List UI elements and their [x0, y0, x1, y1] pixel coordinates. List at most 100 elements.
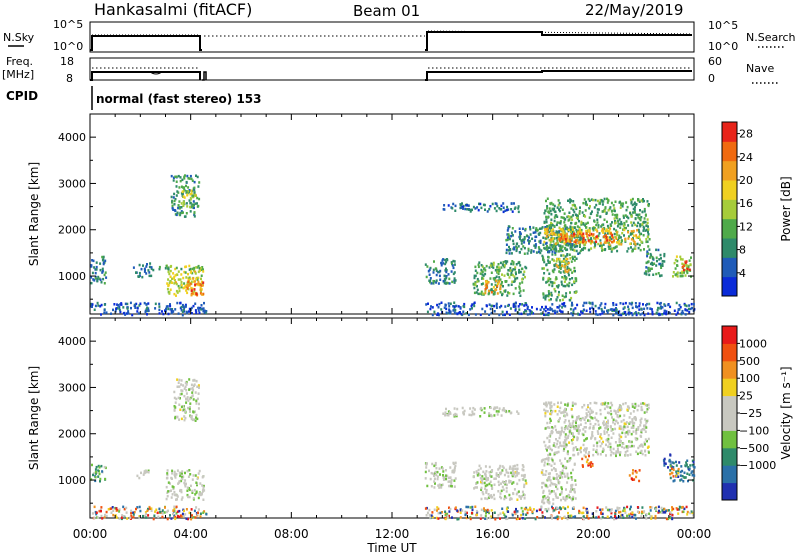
range-cell	[606, 224, 609, 228]
range-cell	[619, 510, 622, 514]
range-cell	[609, 448, 612, 451]
range-cell	[581, 406, 584, 409]
range-cell	[104, 466, 107, 470]
range-cell	[669, 512, 671, 515]
range-cell	[626, 454, 629, 457]
range-cell	[613, 422, 616, 426]
range-cell	[637, 446, 640, 450]
range-cell	[524, 227, 527, 231]
range-cell	[167, 268, 170, 271]
range-cell	[545, 263, 548, 266]
range-cell	[175, 266, 178, 270]
range-cell	[545, 447, 548, 450]
range-cell	[552, 270, 555, 274]
range-cell	[179, 514, 182, 517]
range-cell	[567, 244, 570, 247]
range-cell	[607, 422, 609, 425]
range-cell	[550, 430, 553, 434]
range-cell	[505, 248, 508, 252]
range-cell	[558, 474, 561, 478]
range-cell	[569, 225, 572, 228]
range-cell	[513, 202, 515, 205]
range-cell	[499, 284, 502, 288]
range-cell	[470, 304, 473, 308]
range-cell	[562, 230, 565, 233]
range-cell	[548, 211, 551, 215]
range-cell	[93, 279, 96, 282]
range-cell	[519, 237, 521, 241]
range-cell	[614, 419, 617, 422]
range-cell	[437, 306, 440, 309]
range-cell	[573, 255, 576, 259]
range-cell	[513, 510, 516, 514]
range-cell	[635, 432, 638, 435]
range-cell	[629, 445, 632, 448]
range-cell	[523, 493, 526, 497]
range-cell	[142, 473, 145, 476]
range-cell	[505, 517, 508, 521]
range-cell	[541, 267, 544, 270]
range-cell	[432, 271, 435, 274]
range-cell	[576, 214, 578, 217]
range-cell	[634, 223, 637, 227]
range-cell	[597, 242, 600, 246]
range-cell	[682, 480, 685, 483]
range-cell	[451, 207, 454, 210]
range-cell	[182, 515, 185, 518]
range-cell	[604, 427, 607, 430]
range-cell	[509, 266, 512, 270]
range-cell	[104, 271, 107, 274]
range-cell	[508, 292, 511, 295]
range-cell	[556, 241, 559, 245]
range-cell	[646, 302, 649, 306]
range-cell	[546, 509, 549, 513]
range-cell	[428, 513, 431, 517]
range-cell	[685, 304, 688, 308]
range-cell	[102, 255, 105, 259]
range-cell	[95, 472, 97, 475]
range-cell	[580, 450, 582, 454]
range-cell	[550, 481, 553, 485]
range-cell	[517, 245, 520, 248]
range-cell	[636, 452, 639, 456]
range-cell	[484, 509, 487, 512]
range-cell	[626, 514, 628, 518]
range-cell	[193, 189, 196, 192]
range-cell	[504, 260, 507, 263]
range-cell	[541, 459, 544, 462]
range-cell	[647, 451, 650, 454]
range-cell	[158, 308, 161, 312]
range-cell	[445, 307, 448, 311]
range-cell	[516, 410, 519, 413]
range-cell	[562, 259, 565, 263]
x-tick-label: 00:00	[677, 527, 712, 541]
range-cell	[540, 471, 543, 474]
range-cell	[585, 222, 588, 225]
range-cell	[526, 307, 529, 310]
range-cell	[444, 258, 447, 262]
range-cell	[472, 406, 475, 410]
range-cell	[505, 496, 508, 499]
range-cell	[685, 260, 688, 263]
range-cell	[595, 312, 598, 316]
range-cell	[508, 276, 511, 279]
range-cell	[584, 224, 587, 227]
range-cell	[622, 402, 625, 406]
range-cell	[194, 302, 197, 305]
scatter-cells	[90, 378, 696, 521]
range-cell	[444, 414, 447, 417]
range-cell	[488, 482, 491, 486]
range-cell	[182, 384, 185, 387]
range-cell	[608, 411, 610, 415]
range-cell	[484, 484, 487, 488]
colorbar-segment	[722, 141, 737, 162]
range-cell	[439, 511, 442, 515]
range-cell	[193, 193, 196, 197]
range-cell	[569, 457, 572, 460]
range-cell	[549, 453, 552, 456]
range-cell	[644, 430, 647, 433]
range-cell	[557, 238, 560, 241]
range-cell	[449, 476, 452, 479]
range-cell	[502, 511, 505, 514]
range-cell	[604, 207, 607, 210]
